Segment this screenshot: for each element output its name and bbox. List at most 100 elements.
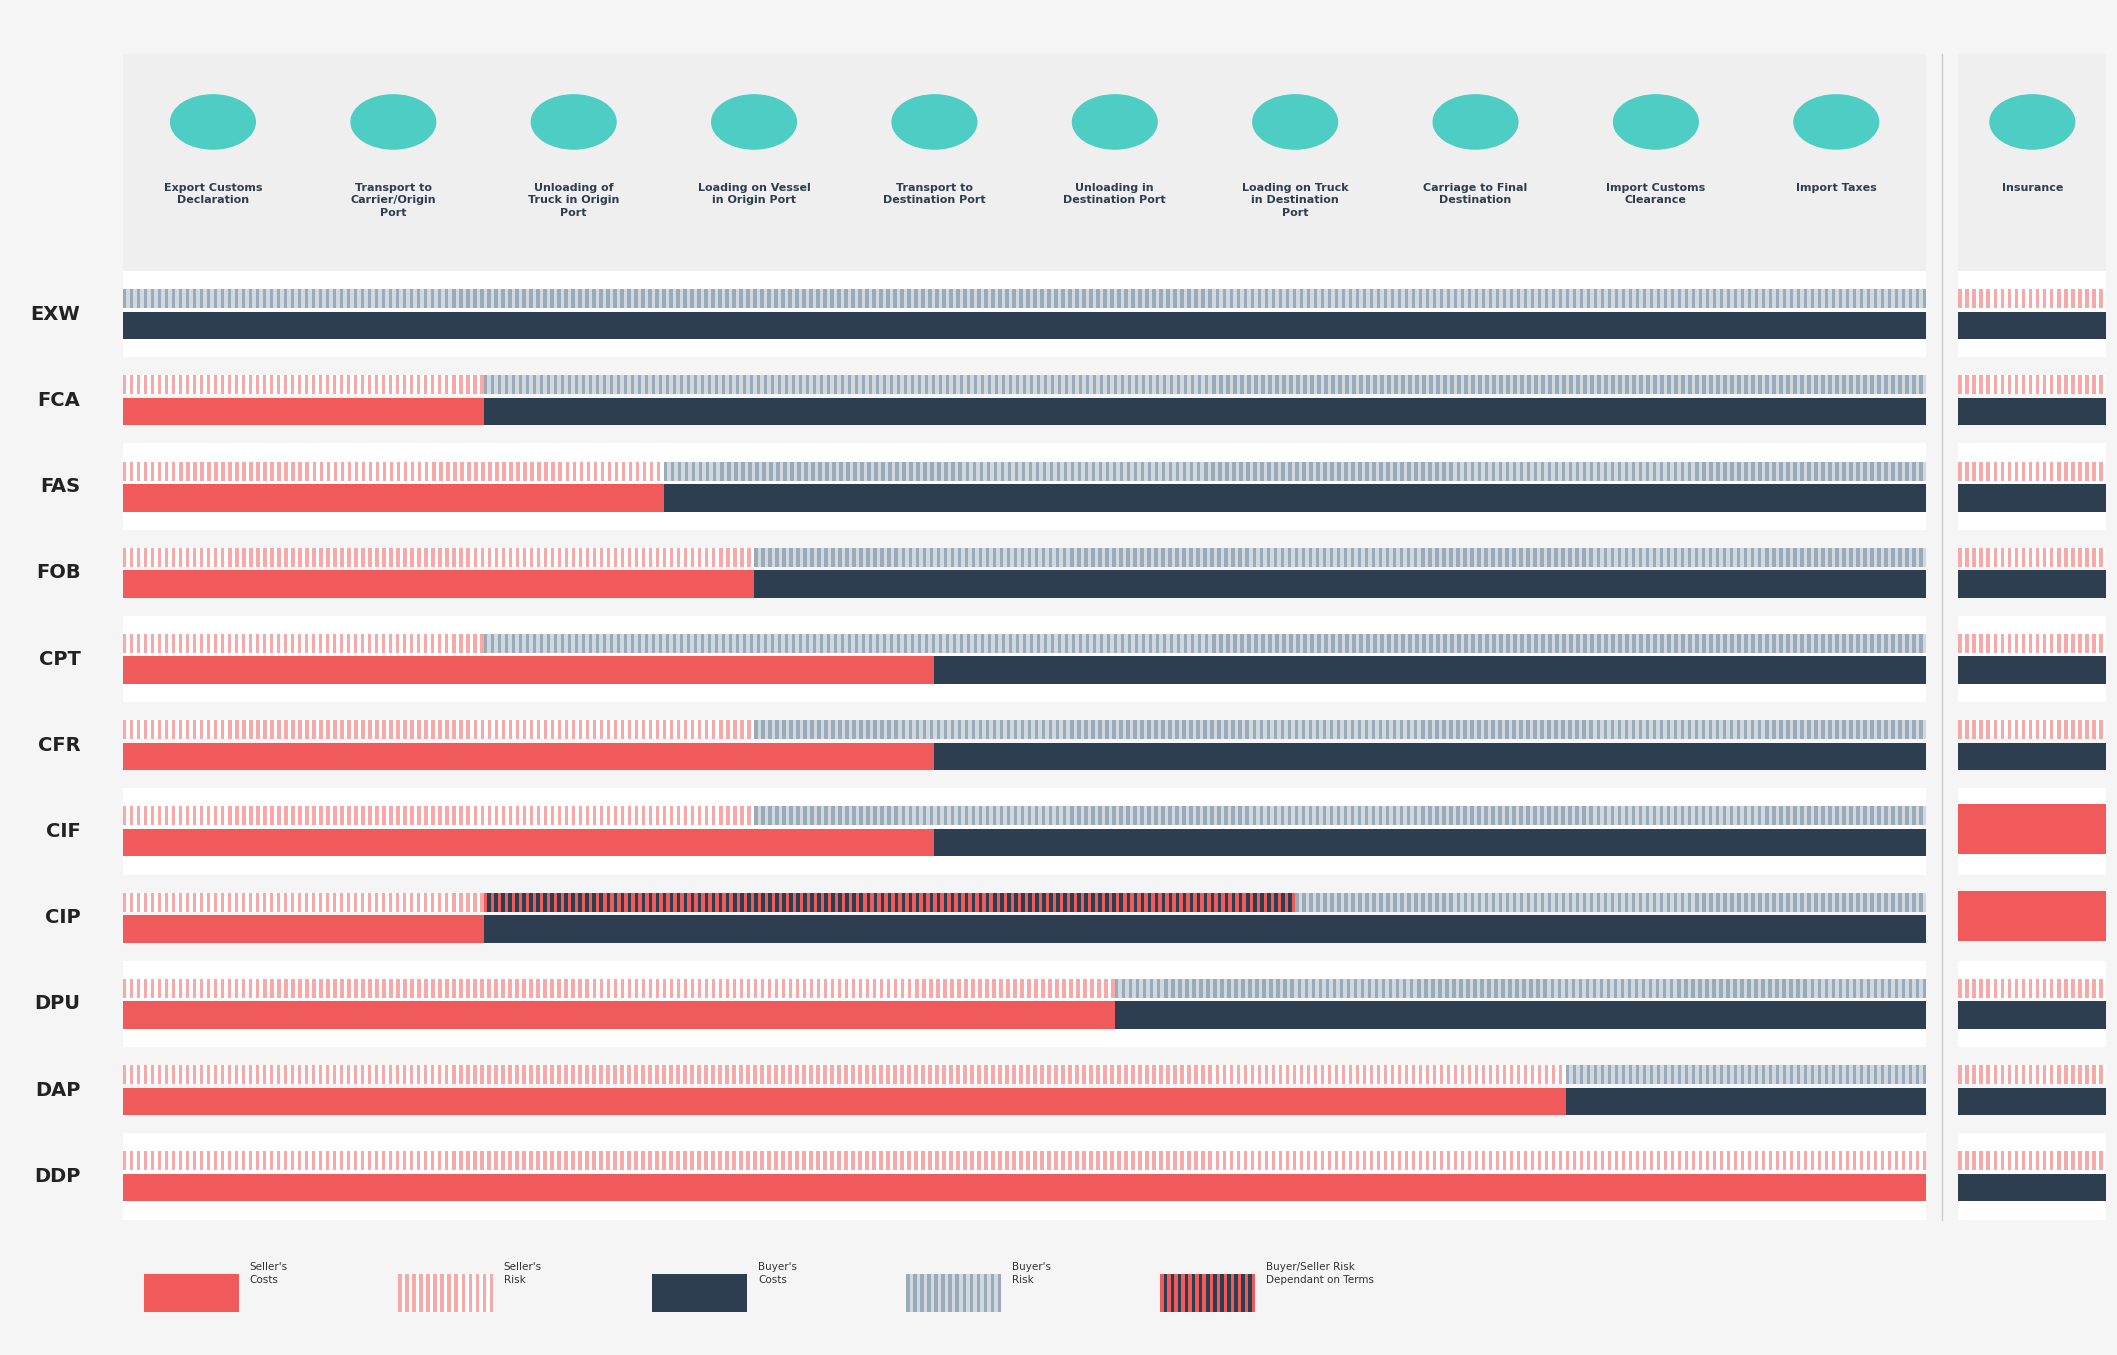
Bar [1323,721,1325,740]
Bar [1912,978,1916,997]
Bar [1029,634,1033,653]
Bar [144,462,148,481]
Bar [491,375,493,394]
Bar [993,462,997,481]
Bar [521,462,523,481]
Bar [895,806,898,825]
Bar [936,375,938,394]
Bar [1867,893,1869,912]
Bar [1351,547,1355,566]
Bar [1647,634,1649,653]
Bar [931,375,936,394]
Bar [1226,462,1228,481]
Bar [197,806,199,825]
Bar [1916,547,1920,566]
Bar [1509,375,1514,394]
Bar [991,462,993,481]
Bar [1740,289,1744,308]
Circle shape [1253,95,1338,149]
Bar [1548,721,1552,740]
Bar [1171,289,1173,308]
Bar [978,1065,980,1084]
Bar [1840,547,1842,566]
Bar [481,375,483,394]
Bar [1575,978,1579,997]
Bar [1052,462,1056,481]
Bar [1622,1152,1626,1171]
Bar [487,375,491,394]
Bar [828,462,832,481]
Bar [1020,1152,1023,1171]
Bar [874,893,876,912]
Bar [1922,375,1926,394]
Bar [1061,1152,1065,1171]
Bar [737,1065,739,1084]
Bar [493,375,497,394]
Bar [288,1152,290,1171]
Bar [1852,462,1857,481]
Bar [807,721,811,740]
Bar [792,806,796,825]
Bar [802,978,807,997]
Bar [904,806,908,825]
Bar [133,1152,138,1171]
Bar [1023,1152,1027,1171]
Bar [1236,375,1241,394]
Bar [497,634,502,653]
Bar [203,893,207,912]
Bar [1584,375,1588,394]
Bar [1399,547,1404,566]
Bar [269,893,273,912]
Bar [1423,289,1425,308]
Bar [224,978,229,997]
Bar [1691,1152,1696,1171]
Bar [2043,289,2047,308]
Bar [1846,547,1850,566]
Bar [1751,893,1755,912]
Bar [1965,978,1969,997]
Bar [1376,547,1378,566]
Bar [434,1065,438,1084]
Bar [1469,806,1473,825]
Bar [1285,634,1289,653]
Bar [1251,634,1253,653]
Bar [1111,289,1114,308]
Bar [555,893,557,912]
Bar [1503,375,1505,394]
Bar [1454,1065,1456,1084]
Bar [2022,375,2026,394]
Bar [1829,547,1831,566]
Bar [442,806,445,825]
Bar [597,806,599,825]
Bar [1283,289,1285,308]
Bar [819,1152,824,1171]
Bar [1289,1065,1293,1084]
Bar [1821,1152,1825,1171]
Bar [1719,893,1723,912]
Bar [1979,289,1984,308]
Bar [1272,1065,1274,1084]
Bar [1808,289,1810,308]
Bar [669,547,673,566]
Bar [1010,1065,1012,1084]
Bar [1840,978,1842,997]
Bar [413,375,417,394]
Bar [1152,721,1154,740]
Bar [493,1065,497,1084]
Bar [1990,375,1994,394]
Bar [1520,375,1524,394]
Bar [1723,978,1725,997]
Bar [967,721,972,740]
Bar [898,375,900,394]
Bar [883,1065,887,1084]
Bar [1772,634,1776,653]
Bar [390,978,392,997]
Bar [337,289,341,308]
Bar [246,721,250,740]
Bar [1463,978,1467,997]
Bar [459,1065,462,1084]
Bar [2032,1152,2037,1171]
Bar [2015,1152,2018,1171]
Bar [271,462,273,481]
Bar [696,462,699,481]
